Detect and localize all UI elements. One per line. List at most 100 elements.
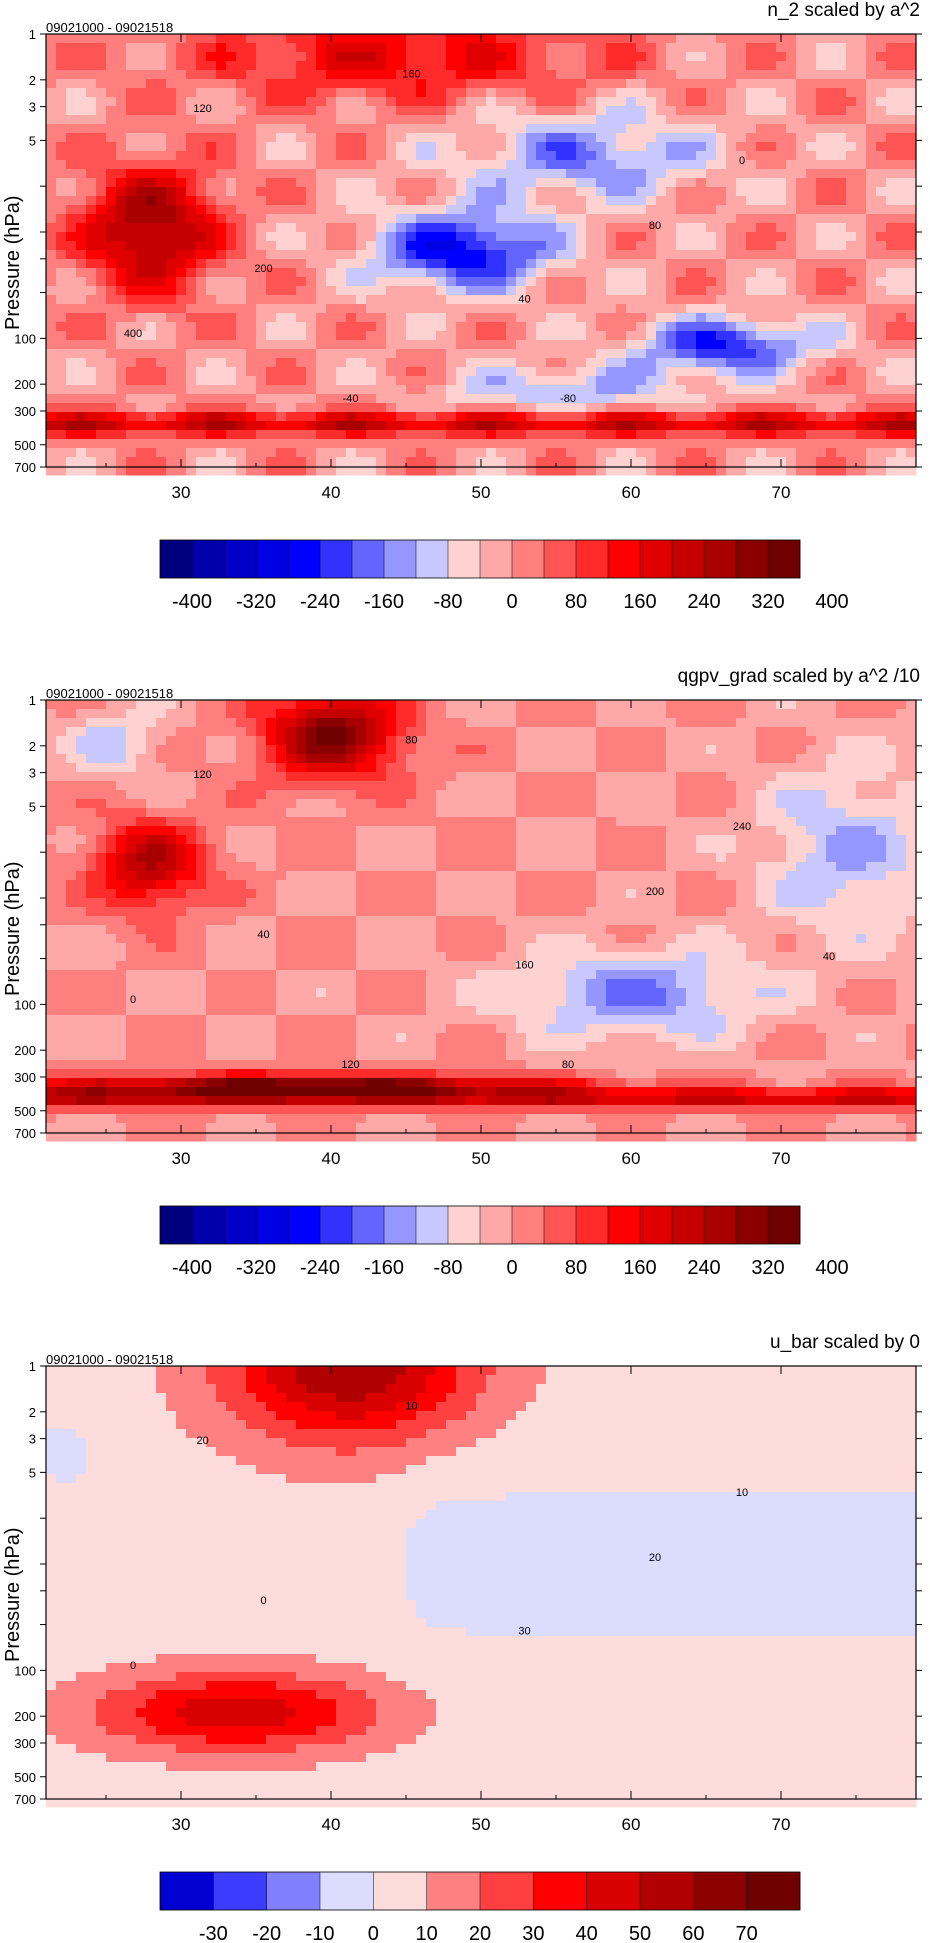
contour-cell [536,412,547,422]
contour-cell [336,259,347,269]
contour-cell [836,718,847,728]
contour-cell [106,106,117,116]
contour-cell [766,727,777,737]
contour-cell [446,241,457,251]
contour-cell [66,376,77,386]
contour-cell [186,259,197,269]
contour-cell [296,223,307,233]
contour-cell [46,196,57,206]
contour-cell [206,430,217,440]
contour-cell [416,394,427,404]
contour-cell [576,142,587,152]
contour-cell [486,304,497,314]
contour-cell [126,160,137,170]
contour-cell [576,412,587,422]
contour-cell [636,43,647,53]
contour-cell [656,331,667,341]
contour-cell [456,133,467,143]
contour-cell [646,52,657,62]
contour-cell [226,196,237,206]
contour-cell [126,79,137,89]
contour-cell [326,97,337,107]
contour-cell [636,70,647,80]
contour-label: -80 [560,393,576,405]
contour-cell [666,466,677,476]
contour-cell [226,700,237,710]
contour-cell [786,340,797,350]
contour-cell [776,286,787,296]
contour-cell [896,97,907,107]
contour-cell [796,268,807,278]
contour-cell [176,718,187,728]
contour-cell [786,439,797,449]
contour-cell [216,88,227,98]
contour-cell [186,403,197,413]
contour-cell [106,124,117,134]
contour-cell [186,241,197,251]
contour-cell [426,277,437,287]
contour-cell [686,754,697,764]
contour-cell [346,466,357,476]
contour-cell [636,124,647,134]
contour-cell [356,196,367,206]
contour-cell [766,196,777,206]
contour-cell [636,178,647,188]
contour-cell [306,97,317,107]
contour-cell [536,124,547,134]
contour-cell [576,115,587,125]
contour-cell [726,412,737,422]
contour-cell [676,52,687,62]
contour-cell [546,124,557,134]
contour-cell [586,466,597,476]
contour-cell [566,385,577,395]
contour-cell [596,79,607,89]
contour-cell [76,745,87,755]
contour-cell [356,241,367,251]
colorbar-swatch [224,540,257,578]
contour-cell [136,439,147,449]
contour-cell [876,745,887,755]
contour-cell [66,187,77,197]
contour-cell [686,52,697,62]
contour-cell [536,718,547,728]
contour-cell [806,412,817,422]
contour-cell [306,313,317,323]
contour-cell [526,709,537,719]
contour-cell [826,196,837,206]
contour-cell [906,241,917,251]
contour-cell [436,439,447,449]
contour-cell [66,304,77,314]
contour-cell [186,304,197,314]
contour-cell [476,187,487,197]
contour-cell [406,34,417,44]
contour-cell [196,322,207,332]
contour-cell [206,232,217,242]
contour-cell [46,457,57,467]
contour-cell [596,277,607,287]
contour-cell [296,187,307,197]
contour-cell [736,286,747,296]
contour-cell [806,115,817,125]
contour-cell [876,394,887,404]
contour-cell [716,736,727,746]
contour-cell [666,727,677,737]
contour-cell [816,412,827,422]
contour-cell [616,421,627,431]
contour-cell [396,43,407,53]
contour-cell [746,718,757,728]
contour-cell [206,277,217,287]
contour-cell [326,187,337,197]
contour-cell [906,52,917,62]
contour-cell [816,70,827,80]
contour-cell [656,340,667,350]
contour-cell [866,385,877,395]
contour-cell [846,448,857,458]
contour-cell [536,223,547,233]
contour-cell [836,232,847,242]
contour-cell [686,178,697,188]
contour-cell [106,385,117,395]
contour-cell [96,142,107,152]
contour-cell [546,70,557,80]
contour-cell [186,160,197,170]
contour-cell [326,736,337,746]
